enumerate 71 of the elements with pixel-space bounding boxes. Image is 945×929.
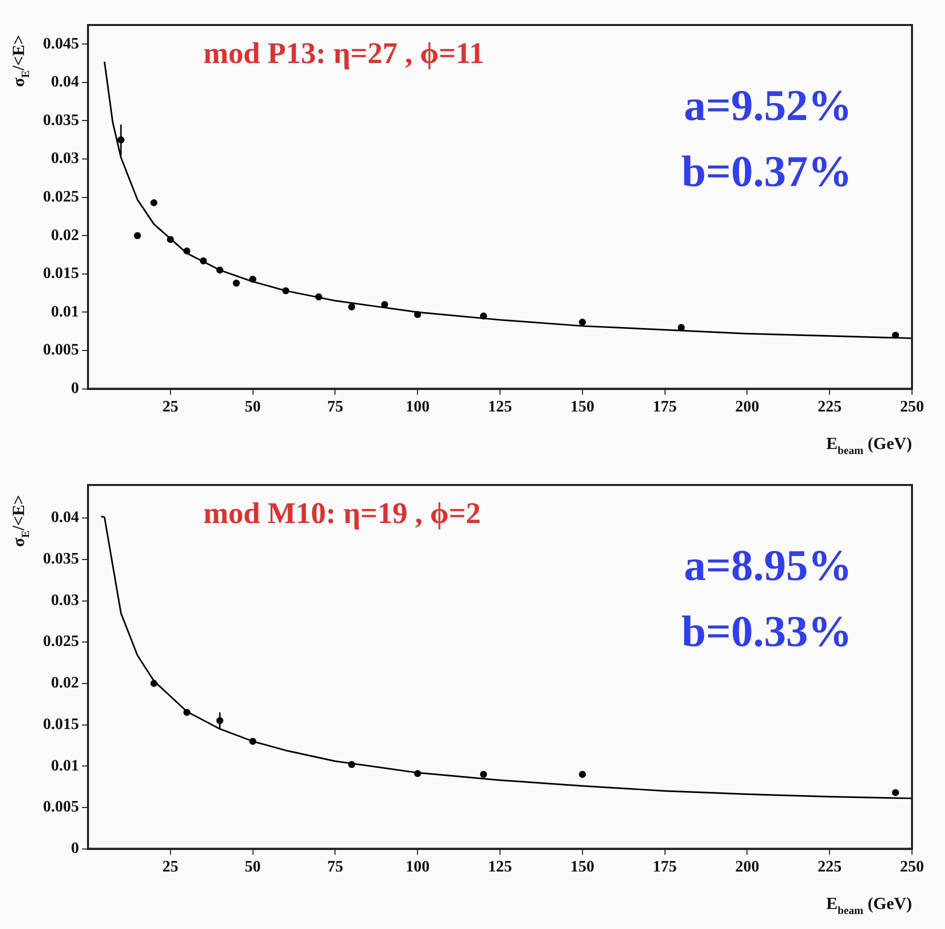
x-tick-label: 250 xyxy=(900,858,924,876)
y-tick-label: 0.01 xyxy=(51,757,79,774)
point xyxy=(414,311,422,318)
point xyxy=(150,680,158,687)
annotation: a=9.52% xyxy=(684,81,852,130)
x-tick-label: 225 xyxy=(818,858,842,876)
point xyxy=(249,276,256,283)
x-tick-label: 25 xyxy=(162,398,178,416)
point xyxy=(183,708,190,716)
point xyxy=(480,312,488,320)
point xyxy=(348,303,356,310)
x-tick-label: 125 xyxy=(488,398,512,416)
point xyxy=(183,247,190,254)
point xyxy=(578,318,586,326)
y-tick-label: 0 xyxy=(71,380,79,397)
point xyxy=(150,199,158,206)
y-tick-label: 0.02 xyxy=(51,226,79,244)
point xyxy=(249,738,256,745)
y-tick-label: 0.015 xyxy=(43,265,79,282)
annotation: a=8.95% xyxy=(684,541,852,590)
y-tick-label: 0.035 xyxy=(43,550,79,568)
annotation: b=0.37% xyxy=(681,147,852,196)
point xyxy=(216,266,224,274)
x-tick-label: 200 xyxy=(735,398,760,416)
x-tick-label: 75 xyxy=(327,398,344,416)
x-tick-label: 225 xyxy=(818,398,842,416)
point xyxy=(134,232,141,240)
x-tick-label: 175 xyxy=(652,858,677,876)
y-tick-label: 0.005 xyxy=(43,798,79,816)
point xyxy=(348,760,356,768)
x-tick-label: 100 xyxy=(406,858,430,876)
point xyxy=(892,332,900,339)
point xyxy=(315,293,322,300)
point xyxy=(414,770,422,778)
x-tick-label: 250 xyxy=(900,398,924,416)
x-tick-label: 50 xyxy=(244,398,261,416)
x-tick-label: 125 xyxy=(488,858,512,876)
y-tick-label: 0.045 xyxy=(43,35,79,52)
point xyxy=(200,257,207,264)
y-tick-label: 0.03 xyxy=(51,592,79,609)
y-axis-title: σE/<E> xyxy=(9,35,32,88)
y-tick-label: 0.025 xyxy=(43,188,79,206)
y-tick-label: 0.02 xyxy=(51,674,79,692)
point xyxy=(166,236,174,243)
y-axis-title: σE/<E> xyxy=(9,495,32,548)
x-tick-label: 50 xyxy=(244,858,261,876)
point xyxy=(578,770,586,778)
y-tick-label: 0.005 xyxy=(43,342,79,359)
point xyxy=(282,287,290,294)
x-tick-label: 150 xyxy=(570,858,594,876)
point xyxy=(480,770,488,778)
point xyxy=(892,789,900,796)
y-tick-label: 0.03 xyxy=(51,150,79,168)
x-tick-label: 25 xyxy=(162,858,178,876)
y-tick-label: 0.04 xyxy=(51,509,79,526)
x-tick-label: 175 xyxy=(652,398,677,416)
y-tick-label: 0.035 xyxy=(43,112,79,129)
x-tick-label: 100 xyxy=(406,398,430,416)
x-tick-label: 150 xyxy=(570,398,594,416)
chart-title: mod P13: η=27 , ϕ=11 xyxy=(203,37,484,70)
annotation: b=0.33% xyxy=(681,607,852,656)
point xyxy=(232,280,240,287)
y-tick-label: 0.04 xyxy=(51,74,79,91)
x-tick-label: 75 xyxy=(327,858,344,876)
y-tick-label: 0.01 xyxy=(51,303,79,320)
x-tick-label: 200 xyxy=(735,858,760,876)
y-tick-label: 0 xyxy=(71,840,79,857)
point xyxy=(381,301,388,308)
y-tick-label: 0.025 xyxy=(43,633,79,650)
y-tick-label: 0.015 xyxy=(43,716,79,733)
chart-title: mod M10: η=19 , ϕ=2 xyxy=(203,497,481,530)
